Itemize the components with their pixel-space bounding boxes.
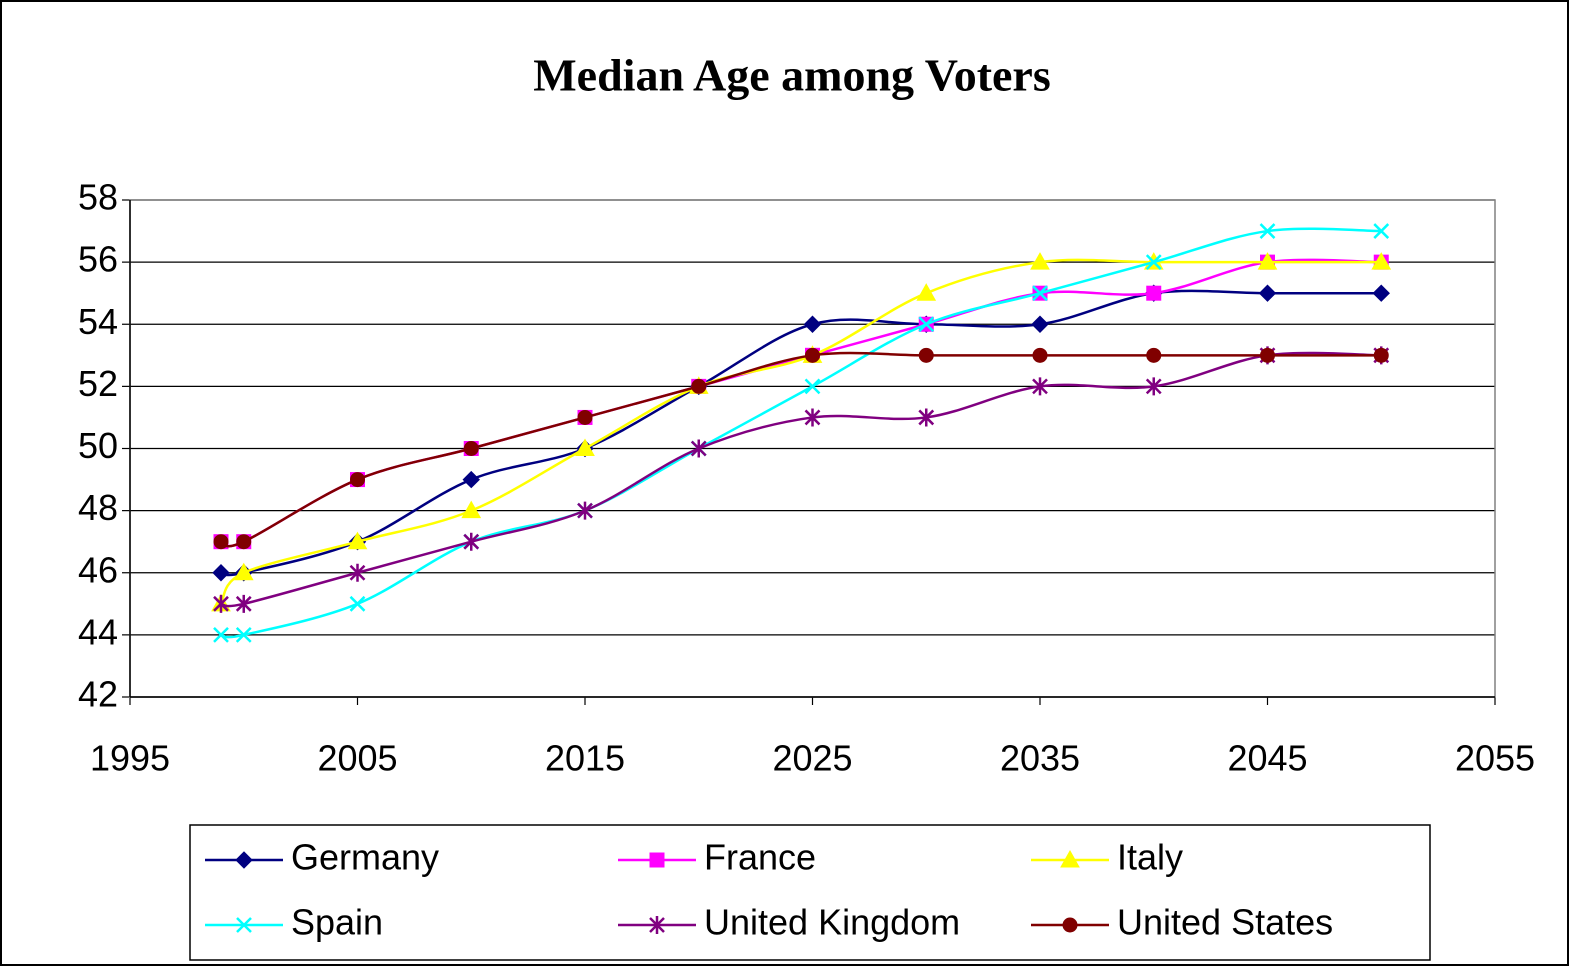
marker [1032,377,1048,396]
x-tick-label: 1995 [90,738,170,779]
marker [804,408,821,427]
marker [1257,252,1278,270]
marker [349,595,366,612]
x-tick-label: 2045 [1227,738,1307,779]
marker [1258,284,1277,302]
legend-label: Italy [1117,837,1183,878]
marker [1146,347,1162,363]
legend-label: France [704,837,816,878]
legend-box [189,824,1431,961]
marker [804,378,821,395]
marker [918,408,935,427]
y-tick-label: 44 [78,611,118,652]
marker [236,917,252,933]
marker [577,409,593,425]
marker [1030,252,1050,270]
marker [691,378,707,394]
marker [1145,377,1162,396]
marker [349,563,366,582]
x-tick-label: 2005 [317,738,397,779]
y-tick-label: 46 [78,549,118,590]
marker [690,439,707,458]
marker [461,500,482,519]
marker [575,438,595,456]
x-tick-label: 2055 [1455,738,1535,779]
legend-label: United Kingdom [704,902,960,943]
y-tick-label: 50 [78,425,118,466]
marker [1032,285,1048,302]
marker [463,441,479,456]
marker [235,851,253,869]
x-tick-label: 2035 [1000,738,1080,779]
marker [1060,849,1080,868]
marker [462,470,480,489]
marker [649,852,665,868]
marker [1062,917,1078,933]
marker [463,532,480,551]
marker [1146,285,1162,301]
marker [1259,223,1276,239]
legend-label: Germany [291,837,439,878]
marker [649,916,665,934]
y-tick-label: 42 [78,674,118,715]
marker [212,564,230,582]
marker [233,562,254,581]
marker [1373,347,1389,363]
marker [918,347,934,363]
marker [1031,315,1049,333]
marker [1371,252,1392,270]
marker [235,626,252,643]
marker [577,501,593,520]
y-tick-label: 54 [78,301,118,342]
marker [1372,284,1390,302]
y-tick-label: 58 [78,177,118,218]
marker [918,316,935,333]
marker [803,315,822,333]
marker [235,594,252,613]
marker [350,472,365,488]
x-tick-label: 2015 [545,738,625,779]
legend-label: Spain [291,902,383,943]
marker [1373,223,1390,239]
marker [213,534,229,550]
marker [236,534,252,550]
marker [1032,347,1048,363]
marker [916,283,937,301]
marker [213,594,229,613]
marker [1145,254,1162,271]
marker [213,626,229,643]
x-tick-label: 2025 [772,738,852,779]
marker [1260,347,1275,363]
y-tick-label: 48 [78,487,118,528]
y-tick-label: 56 [78,239,118,280]
chart-title: Median Age among Voters [533,50,1051,101]
y-tick-label: 52 [78,363,118,404]
legend-label: United States [1117,902,1333,943]
marker [347,531,368,550]
marker [805,347,820,363]
